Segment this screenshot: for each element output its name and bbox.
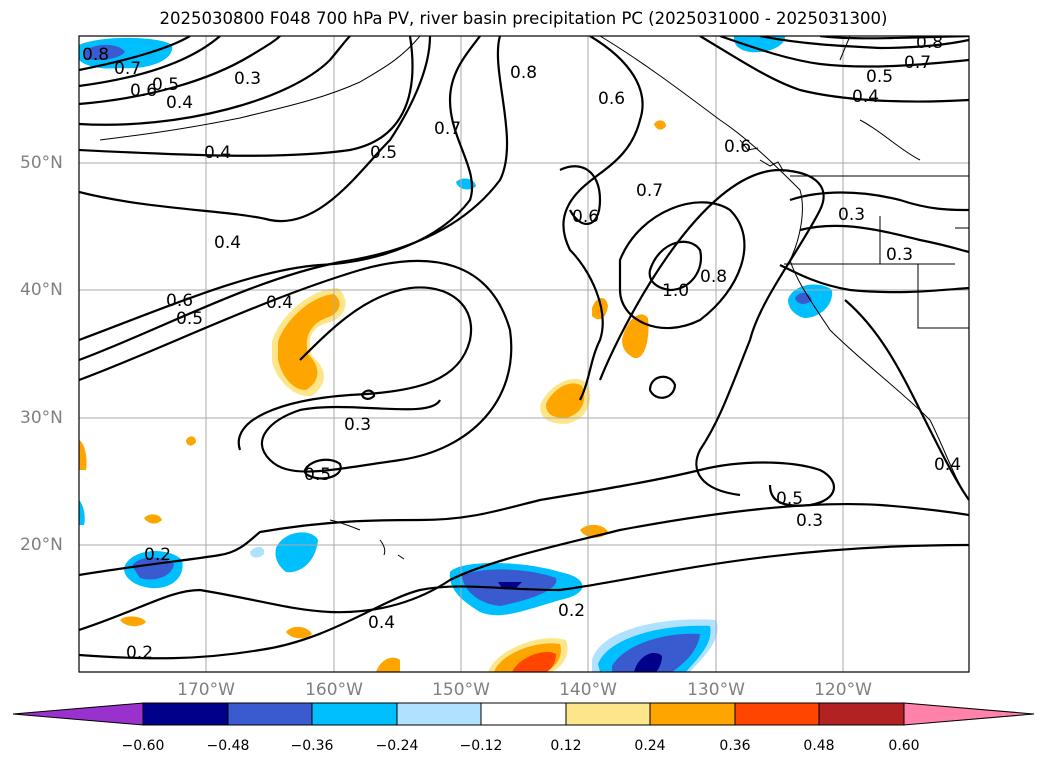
lon-tick-label: 160°W — [305, 680, 363, 700]
contour-label: 0.4 — [266, 293, 293, 313]
lat-tick-label: 40°N — [20, 280, 63, 300]
contour-label: 0.7 — [904, 53, 931, 73]
colorbar-segment — [227, 702, 313, 726]
lon-tick-label: 170°W — [177, 680, 235, 700]
colorbar-label: −0.60 — [121, 738, 165, 754]
contour-label: 0.3 — [796, 511, 823, 531]
contour-label: 0.3 — [886, 245, 913, 265]
colorbar-segment — [649, 702, 736, 726]
colorbar-label: −0.48 — [206, 738, 250, 754]
colorbar-segment — [396, 702, 482, 726]
contour-label: 0.3 — [838, 205, 865, 225]
contour-label: 0.2 — [144, 545, 171, 565]
colorbar-segment — [734, 702, 820, 726]
contour-label: 0.3 — [234, 69, 261, 89]
contour-label: 0.4 — [934, 455, 961, 475]
contour-label: 0.4 — [852, 87, 879, 107]
colorbar-segment — [565, 702, 651, 726]
contour-label: 0.3 — [344, 415, 371, 435]
contour-label: 0.5 — [776, 489, 803, 509]
lon-tick-label: 120°W — [814, 680, 872, 700]
contour-label: 0.2 — [558, 601, 585, 621]
lat-tick-label: 20°N — [20, 535, 63, 555]
colorbar-segment — [142, 702, 229, 726]
contour-label: 0.4 — [368, 613, 395, 633]
colorbar-label: 0.24 — [634, 738, 666, 754]
pv-contours — [79, 36, 969, 660]
colorbar-extend-high — [903, 702, 1035, 726]
lon-tick-label: 150°W — [432, 680, 490, 700]
colorbar-extend-low — [12, 702, 144, 726]
lon-tick-label: 140°W — [559, 680, 617, 700]
contour-label: 0.4 — [166, 93, 193, 113]
contour-labels: 0.8 0.7 0.6 0.5 0.4 0.3 0.4 0.5 0.7 0.8 … — [82, 33, 961, 663]
contour-label: 0.8 — [700, 267, 727, 287]
colorbar-label: −0.36 — [290, 738, 334, 754]
map-frame — [78, 35, 970, 673]
contour-label: 0.6 — [572, 207, 599, 227]
contour-label: 0.5 — [176, 309, 203, 329]
colorbar-label: −0.12 — [459, 738, 503, 754]
contour-label: 0.7 — [636, 181, 663, 201]
contour-label: 0.6 — [166, 291, 193, 311]
contour-label: 0.6 — [130, 81, 157, 101]
contour-label: 0.4 — [204, 143, 231, 163]
contour-label: 0.5 — [866, 67, 893, 87]
map-title: 2025030800 F048 700 hPa PV, river basin … — [159, 9, 888, 28]
contour-label: 0.8 — [510, 63, 537, 83]
contour-label: 0.7 — [114, 59, 141, 79]
colorbar-segment — [818, 702, 905, 726]
colorbar-segment — [311, 702, 398, 726]
contour-label: 0.7 — [434, 119, 461, 139]
lat-tick-label: 50°N — [20, 153, 63, 173]
contour-label: 0.8 — [82, 45, 109, 65]
contour-label: 0.5 — [370, 143, 397, 163]
contour-label: 1.0 — [662, 281, 689, 301]
colorbar-label: −0.24 — [375, 738, 419, 754]
contour-label: 0.6 — [598, 89, 625, 109]
colorbar-label: 0.48 — [803, 738, 835, 754]
colorbar-segment — [480, 702, 567, 726]
contour-label: 0.6 — [724, 137, 751, 157]
lat-tick-label: 30°N — [20, 408, 63, 428]
colorbar-label: 0.36 — [719, 738, 751, 754]
contour-label: 0.2 — [126, 643, 153, 663]
contour-label: 0.5 — [152, 75, 179, 95]
colorbar-label: 0.60 — [888, 738, 920, 754]
graticule — [79, 36, 969, 672]
contour-label: 0.5 — [304, 465, 331, 485]
contour-label: 0.8 — [916, 33, 943, 53]
lon-tick-label: 130°W — [687, 680, 745, 700]
precip-shading — [79, 36, 833, 672]
colorbar — [12, 702, 1035, 726]
contour-label: 0.4 — [214, 233, 241, 253]
colorbar-label: 0.12 — [550, 738, 582, 754]
